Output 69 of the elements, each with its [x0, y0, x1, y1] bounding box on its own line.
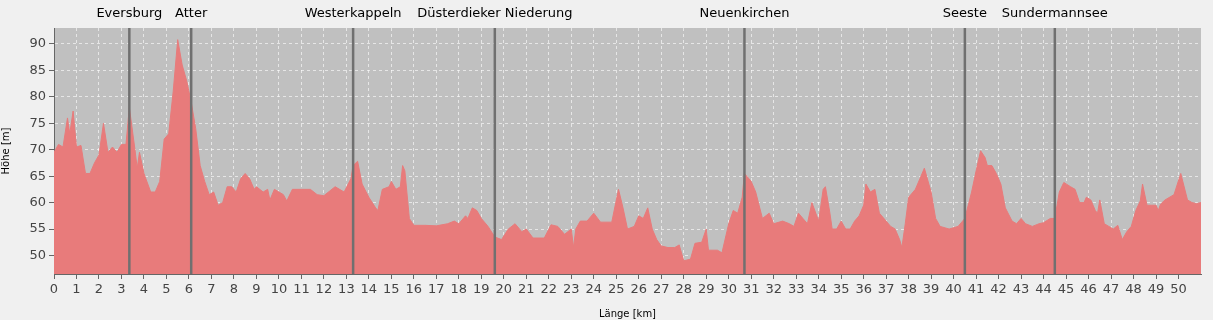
ref-line-label: Sundermannsee	[1001, 5, 1108, 21]
x-tick-label: 23	[563, 281, 580, 297]
y-tick-label: 65	[29, 167, 46, 183]
ref-line-label: Eversburg	[96, 5, 163, 21]
x-tick-label: 12	[315, 281, 333, 297]
x-tick-label: 13	[338, 281, 355, 297]
x-tick-label: 36	[855, 281, 872, 297]
x-tick-label: 32	[765, 281, 782, 297]
x-tick-label: 1	[72, 281, 81, 297]
x-tick-label: 33	[787, 281, 805, 297]
x-tick-label: 37	[877, 281, 895, 297]
x-tick-label: 21	[518, 281, 535, 297]
x-tick-label: 45	[1057, 281, 1075, 297]
x-tick-label: 0	[49, 281, 59, 297]
x-tick-label: 46	[1080, 281, 1097, 297]
x-tick-label: 17	[428, 281, 445, 297]
y-tick-label: 85	[29, 61, 46, 77]
x-tick-label: 24	[585, 281, 603, 297]
x-tick-label: 5	[162, 281, 171, 297]
ref-line-label: Atter	[175, 5, 208, 21]
x-tick-label: 26	[630, 281, 648, 297]
x-tick-label: 7	[207, 281, 216, 297]
x-tick-label: 31	[742, 281, 760, 297]
x-tick-label: 47	[1102, 281, 1120, 297]
ref-line-label: Westerkappeln	[304, 5, 402, 21]
x-tick-label: 14	[360, 281, 378, 297]
x-tick-label: 22	[540, 281, 558, 297]
x-tick-label: 25	[607, 281, 625, 297]
x-tick-label: 34	[810, 281, 827, 297]
ref-line-label: Neuenkirchen	[699, 5, 790, 21]
y-axis-title: Höhe [m]	[0, 127, 11, 175]
x-tick-label: 18	[450, 281, 468, 297]
x-tick-label: 27	[652, 281, 670, 297]
x-tick-label: 4	[139, 281, 149, 297]
x-tick-label: 16	[405, 281, 423, 297]
x-tick-label: 39	[922, 281, 940, 297]
x-tick-label: 40	[945, 281, 962, 297]
ref-line-label: Düsterdieker Niederung	[417, 5, 573, 21]
x-tick-label: 10	[270, 281, 288, 297]
x-tick-label: 38	[900, 281, 917, 297]
x-tick-label: 48	[1125, 281, 1142, 297]
x-tick-label: 44	[1035, 281, 1052, 297]
x-tick-label: 43	[1012, 281, 1030, 297]
x-tick-label: 41	[967, 281, 985, 297]
y-tick-label: 55	[29, 220, 46, 236]
x-tick-label: 50	[1170, 281, 1187, 297]
x-tick-label: 15	[383, 281, 400, 297]
y-tick-label: 60	[29, 193, 46, 209]
y-tick-label: 75	[29, 114, 46, 130]
x-tick-label: 30	[720, 281, 737, 297]
x-tick-label: 49	[1147, 281, 1165, 297]
y-tick-label: 50	[29, 246, 46, 262]
x-tick-label: 2	[94, 281, 104, 297]
x-tick-label: 8	[229, 281, 239, 297]
y-tick-label: 90	[29, 35, 46, 51]
x-tick-label: 11	[293, 281, 310, 297]
x-tick-label: 20	[495, 281, 513, 297]
x-axis-title: Länge [km]	[598, 307, 657, 319]
y-tick-label: 80	[29, 88, 46, 104]
x-tick-label: 42	[990, 281, 1007, 297]
x-tick-label: 35	[832, 281, 850, 297]
ref-line-label: Seeste	[942, 5, 987, 21]
x-tick-label: 6	[184, 281, 194, 297]
x-tick-label: 28	[675, 281, 692, 297]
x-tick-label: 19	[473, 281, 490, 297]
y-tick-label: 70	[29, 141, 46, 157]
x-tick-label: 3	[117, 281, 126, 297]
x-tick-label: 29	[697, 281, 715, 297]
x-tick-label: 9	[252, 281, 261, 297]
